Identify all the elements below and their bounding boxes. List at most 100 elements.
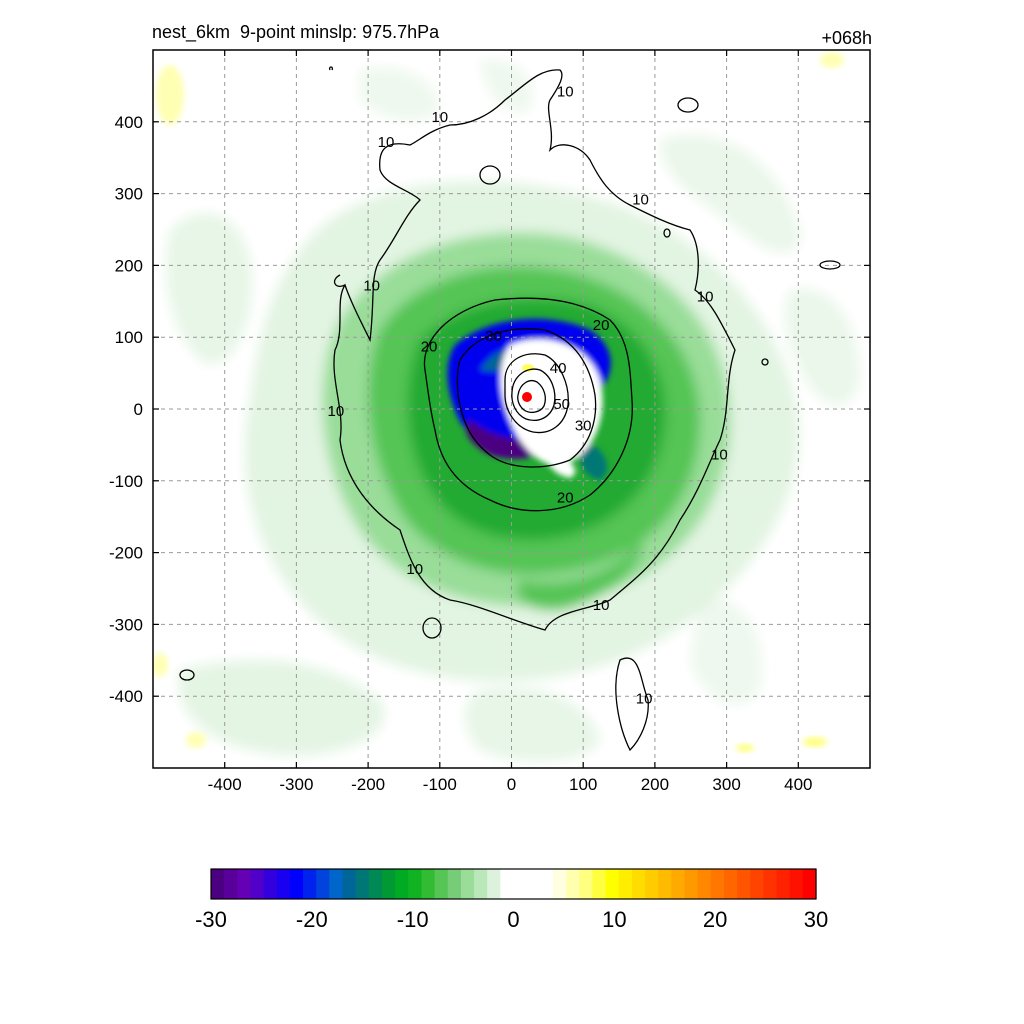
storm-center-marker xyxy=(522,392,532,402)
x-tick-label: 200 xyxy=(641,775,669,794)
contour-label: 10 xyxy=(632,191,649,208)
contour-10 xyxy=(333,69,736,631)
contour-label: 10 xyxy=(557,84,574,101)
colorbar-tick-label: 30 xyxy=(804,907,828,932)
x-axis: -400 -300 -200 -100 0 100 200 300 400 xyxy=(208,50,812,794)
colorbar-swatch xyxy=(566,869,580,899)
contour-label: 10 xyxy=(378,134,395,151)
colorbar-tick-label: 20 xyxy=(703,907,727,932)
y-tick-label: -300 xyxy=(109,615,143,634)
contour-30 xyxy=(456,328,597,468)
colorbar-swatch xyxy=(710,869,725,899)
colorbar-swatch xyxy=(539,869,554,899)
colorbar-swatch xyxy=(618,869,633,899)
colorbar-swatch xyxy=(631,869,646,899)
forecast-hour-label: +068h xyxy=(821,28,872,48)
y-tick-label: 300 xyxy=(115,185,143,204)
colorbar-swatch xyxy=(224,869,238,899)
colorbar-swatch xyxy=(697,869,712,899)
colorbar-swatch xyxy=(671,869,686,899)
contour-lines xyxy=(179,66,841,752)
colorbar-swatch xyxy=(381,869,396,899)
colorbar-swatch xyxy=(763,869,778,899)
colorbar-swatch xyxy=(303,869,317,899)
colorbar-swatch xyxy=(737,869,751,899)
y-axis: 400 300 200 100 0 -100 -200 -300 -400 xyxy=(109,113,870,706)
colorbar-tick-label: 0 xyxy=(507,907,519,932)
colorbar-swatch xyxy=(605,869,620,899)
contour-label: 10 xyxy=(636,690,653,707)
colorbar-swatch xyxy=(263,869,278,899)
contour-40 xyxy=(504,353,569,434)
contour-label: 20 xyxy=(421,339,438,356)
colorbar-swatch xyxy=(316,869,330,899)
colorbar-swatch xyxy=(579,869,594,899)
x-tick-label: 300 xyxy=(712,775,740,794)
colorbar-tick-label: -30 xyxy=(195,907,227,932)
contour-label: 20 xyxy=(557,489,574,506)
contour-label: 10 xyxy=(363,278,380,295)
colorbar-swatch xyxy=(250,869,265,899)
colorbar-swatch xyxy=(395,869,409,899)
colorbar-swatch xyxy=(434,869,449,899)
contour-label: 40 xyxy=(550,360,567,377)
chart-title: nest_6km 9-point minslp: 975.7hPa xyxy=(152,22,440,42)
colorbar-tick-label: -10 xyxy=(397,907,429,932)
y-tick-label: -200 xyxy=(109,544,143,563)
colorbar-swatch xyxy=(500,869,515,899)
colorbar-swatch xyxy=(342,869,357,899)
colorbar-frame xyxy=(210,868,817,900)
colorbar-swatch xyxy=(750,869,764,899)
x-tick-label: 100 xyxy=(569,775,597,794)
contour-label: 10 xyxy=(327,403,344,420)
colorbar-swatch xyxy=(211,869,225,899)
contour-50 xyxy=(511,368,556,421)
x-tick-label: -100 xyxy=(423,775,457,794)
contour-label: 10 xyxy=(593,597,610,614)
y-tick-label: -100 xyxy=(109,472,143,491)
contour-20 xyxy=(423,297,633,512)
colorbar-swatch xyxy=(513,869,528,899)
contour-label: 30 xyxy=(575,418,592,435)
x-tick-label: 0 xyxy=(507,775,516,794)
colorbar-swatch xyxy=(289,869,304,899)
colorbar-swatch xyxy=(526,869,541,899)
colorbar: -30 -20 -10 0 10 20 30 xyxy=(195,868,828,932)
colorbar-swatch xyxy=(789,869,804,899)
colorbar-swatch xyxy=(802,869,817,899)
colorbar-swatch xyxy=(552,869,567,899)
colorbar-swatch xyxy=(355,869,370,899)
colorbar-tick-label: 10 xyxy=(602,907,626,932)
colorbar-swatch xyxy=(645,869,659,899)
colorbar-swatch xyxy=(329,869,344,899)
colorbar-swatch xyxy=(776,869,791,899)
y-tick-label: 0 xyxy=(134,400,143,419)
colorbar-swatch xyxy=(487,869,501,899)
colorbar-swatch xyxy=(658,869,672,899)
colorbar-swatch xyxy=(592,869,607,899)
contour-label: 30 xyxy=(485,328,502,345)
contour-labels: 10 10 10 10 10 10 10 10 10 10 10 20 20 20 30 30 40 50 xyxy=(327,84,728,708)
colorbar-swatch xyxy=(447,869,462,899)
contour-label: 10 xyxy=(697,288,714,305)
x-tick-label: -400 xyxy=(208,775,242,794)
y-tick-label: 400 xyxy=(115,113,143,132)
colorbar-swatch xyxy=(276,869,291,899)
contour-label: 10 xyxy=(406,561,423,578)
x-tick-label: -200 xyxy=(351,775,385,794)
colorbar-swatch xyxy=(723,869,738,899)
contour-label: 50 xyxy=(553,396,570,413)
shaded-field xyxy=(153,52,860,762)
colorbar-swatch xyxy=(421,869,436,899)
x-tick-label: 400 xyxy=(784,775,812,794)
contour-label: 10 xyxy=(711,446,728,463)
colorbar-swatch xyxy=(368,869,383,899)
colorbar-tick-label: -20 xyxy=(296,907,328,932)
y-tick-label: -400 xyxy=(109,687,143,706)
colorbar-swatch xyxy=(408,869,423,899)
x-tick-label: -300 xyxy=(279,775,313,794)
colorbar-swatch xyxy=(474,869,488,899)
contour-label: 20 xyxy=(593,317,610,334)
colorbar-swatch xyxy=(684,869,699,899)
